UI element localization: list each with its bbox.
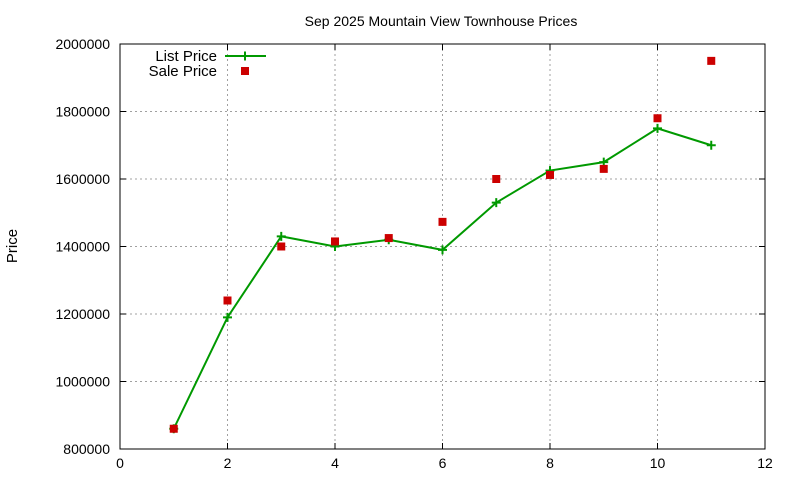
sale-price-point — [653, 114, 662, 123]
sale-price-point — [599, 164, 608, 173]
sale-price-point — [331, 237, 339, 246]
sale-price-point — [438, 217, 447, 226]
sale-price-point — [707, 56, 716, 65]
series-marks — [169, 56, 716, 434]
axis-ticks: 0 2 4 6 8 10 12 800000 1000000 1200000 1400000 1600… — [55, 36, 773, 471]
y-tick-label: 1600000 — [55, 171, 110, 187]
sale-price-point — [384, 234, 393, 243]
y-axis-label: Price — [4, 229, 21, 263]
sale-price-point — [223, 296, 232, 305]
legend-marker-sale-price — [241, 67, 249, 75]
y-tick-label: 1400000 — [55, 239, 110, 255]
x-tick-label: 12 — [757, 455, 773, 471]
legend-label-sale-price: Sale Price — [149, 63, 217, 80]
x-tick-label: 10 — [650, 455, 666, 471]
x-tick-label: 8 — [546, 455, 554, 471]
sale-price-point — [546, 170, 554, 179]
sale-price-point — [169, 424, 178, 433]
y-tick-label: 1000000 — [55, 374, 110, 390]
y-tick-label: 1200000 — [55, 306, 110, 322]
x-tick-label: 2 — [224, 455, 232, 471]
list-price-point — [276, 231, 286, 241]
y-tick-label: 800000 — [63, 441, 110, 457]
sale-price-point — [492, 175, 501, 183]
x-tick-label: 6 — [439, 455, 447, 471]
legend-swatch-list-price — [225, 51, 266, 61]
legend-swatch-sale-price — [241, 67, 249, 75]
sale-price-point — [277, 242, 286, 251]
list-price-point — [491, 198, 501, 208]
y-tick-label: 1800000 — [55, 104, 110, 120]
y-tick-label: 2000000 — [55, 36, 110, 52]
chart-title: Sep 2025 Mountain View Townhouse Prices — [305, 13, 578, 29]
list-price-point — [438, 245, 447, 255]
legend-marker-list-price — [240, 51, 250, 61]
legend-label-list-price: List Price — [155, 48, 217, 65]
list-price-line — [172, 127, 712, 430]
list-price-point — [223, 312, 232, 322]
legend: List Price Sale Price — [149, 48, 266, 80]
list-price-point — [653, 123, 662, 133]
plot-frame — [119, 43, 766, 450]
list-price-point — [706, 140, 716, 150]
x-tick-label: 4 — [331, 455, 339, 471]
x-tick-label: 0 — [116, 455, 124, 471]
